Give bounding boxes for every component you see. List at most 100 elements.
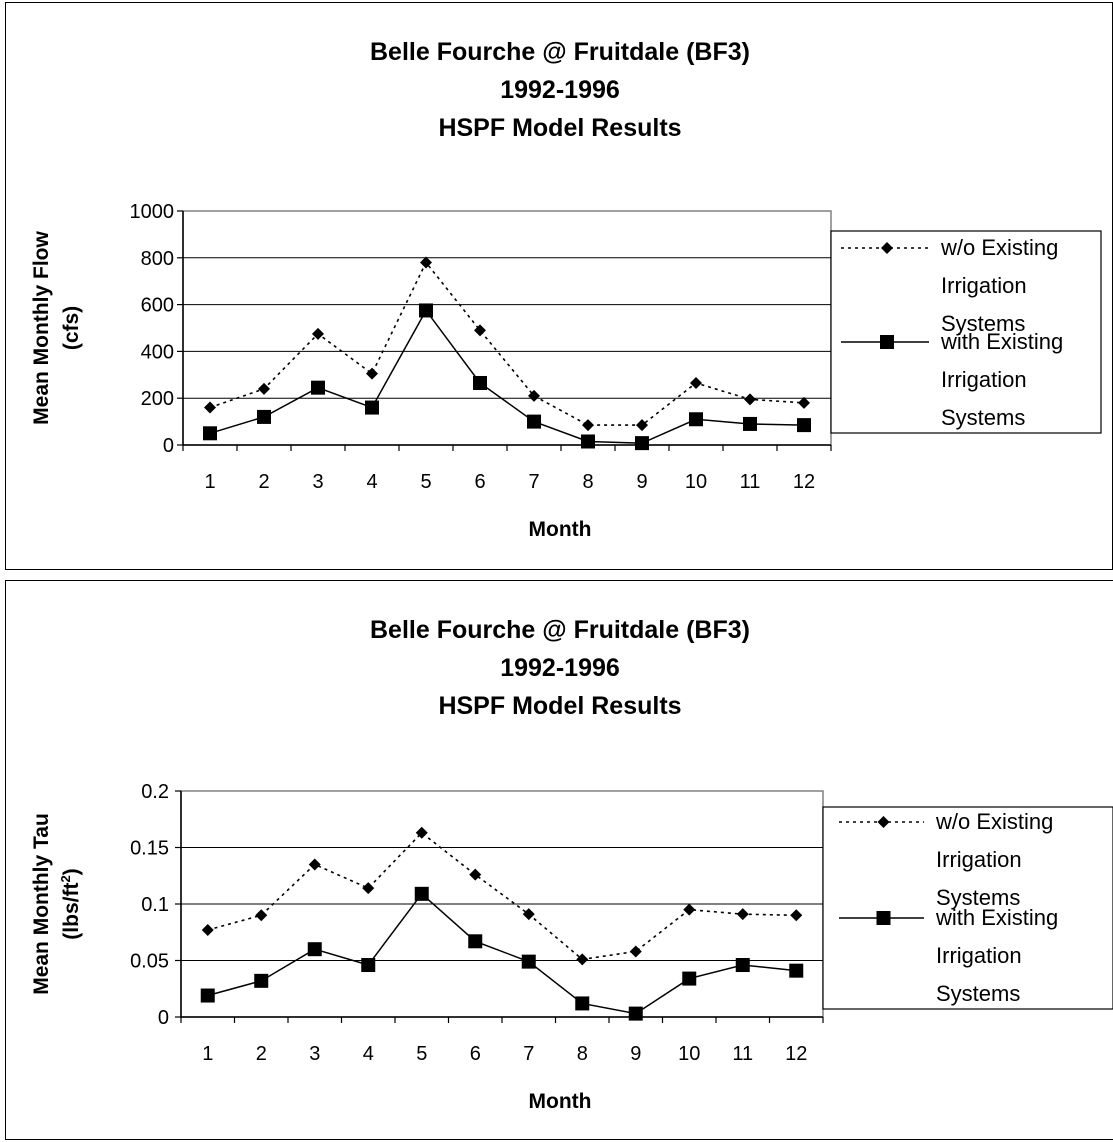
series-1-point [362, 882, 375, 895]
y-axis-unit-close: ) [60, 868, 83, 875]
series-2-point [689, 412, 703, 427]
legend-label: w/o Existing [935, 809, 1053, 834]
series-2-point [527, 414, 541, 429]
series-line-1 [209, 260, 805, 426]
series-2-point [635, 436, 649, 451]
legend-marker-2 [876, 911, 891, 925]
series-1-point [469, 868, 482, 881]
chart-title-line: 1992-1996 [500, 76, 620, 104]
plot-area [182, 210, 832, 446]
x-tick-label: 2 [256, 1043, 267, 1065]
series-2-point [628, 1006, 643, 1021]
y-tick-label: 0.2 [141, 781, 169, 803]
series-line-2 [207, 892, 797, 1015]
y-tick-label: 400 [141, 341, 174, 363]
series-line-1 [207, 831, 797, 961]
legend-label: with Existing [940, 329, 1063, 354]
chart-title-line: HSPF Model Results [438, 692, 681, 720]
legend-marker-1 [877, 816, 890, 828]
x-axis-title: Month [529, 518, 592, 541]
series-1-point [312, 327, 324, 340]
chart-title-line: Belle Fourche @ Fruitdale (BF3) [370, 38, 750, 66]
series-1-point [258, 382, 270, 395]
legend-label: Irrigation [936, 943, 1022, 968]
series-1-point [201, 923, 214, 936]
y-axis-unit: (cfs) [60, 306, 83, 350]
series-1-point [366, 367, 378, 380]
series-2-point [203, 426, 217, 441]
series-2-point [311, 380, 325, 395]
series-2-point [735, 958, 750, 973]
series-1-point [636, 419, 648, 432]
series-1-point [683, 903, 696, 916]
series-2-point [521, 954, 536, 969]
series-2-point [581, 434, 595, 449]
series-2-point [468, 934, 483, 949]
y-tick-label: 200 [141, 388, 174, 410]
x-tick-label: 5 [416, 1043, 427, 1065]
x-tick-label: 2 [258, 471, 269, 493]
x-tick-label: 12 [785, 1043, 807, 1065]
legend-label: Systems [941, 311, 1025, 336]
series-1-point [204, 401, 216, 414]
y-axis-title: Mean Monthly Flow [30, 231, 53, 425]
series-2-point [414, 886, 429, 901]
series-1-point [255, 909, 268, 922]
chart-title-line: 1992-1996 [500, 654, 620, 682]
x-tick-label: 8 [582, 471, 593, 493]
tau-chart: Belle Fourche @ Fruitdale (BF3) 1992-1996… [30, 616, 1113, 1113]
x-axis-title: Month [529, 1090, 592, 1113]
series-1-point [629, 945, 642, 958]
y-tick-label: 0.15 [130, 838, 169, 860]
chart-title-line: Belle Fourche @ Fruitdale (BF3) [370, 616, 750, 644]
series-2-point [200, 988, 215, 1003]
x-tick-label: 1 [202, 1043, 213, 1065]
x-tick-label: 11 [740, 471, 761, 493]
flow-chart-panel: Belle Fourche @ Fruitdale (BF3) 1992-1996… [5, 2, 1113, 570]
x-tick-label: 3 [309, 1043, 320, 1065]
y-axis-unit-superscript: 2 [58, 875, 73, 882]
x-tick-label: 7 [523, 1043, 534, 1065]
x-tick-label: 10 [685, 471, 707, 493]
series-2-point [365, 400, 379, 415]
legend-label: with Existing [935, 905, 1058, 930]
x-tick-label: 4 [363, 1043, 374, 1065]
x-tick-label: 1 [204, 471, 215, 493]
legend-label: Irrigation [936, 847, 1022, 872]
x-tick-label: 9 [636, 471, 647, 493]
y-tick-label: 1000 [130, 201, 175, 223]
series-2-point [575, 996, 590, 1011]
series-1-point [736, 908, 749, 921]
x-tick-label: 11 [732, 1043, 753, 1065]
x-tick-label: 6 [470, 1043, 481, 1065]
y-tick-label: 0 [158, 1007, 169, 1029]
legend-marker-2 [880, 335, 894, 349]
y-tick-label: 0.1 [141, 894, 169, 916]
legend-marker-1 [881, 242, 893, 254]
series-line-2 [209, 309, 805, 444]
legend-label: w/o Existing [940, 235, 1058, 260]
x-tick-label: 8 [577, 1043, 588, 1065]
series-1-point [798, 396, 810, 409]
y-axis-title: Mean Monthly Tau [30, 813, 53, 995]
series-1-point [474, 324, 486, 337]
series-1-point [522, 908, 535, 921]
series-1-point [576, 953, 589, 966]
series-1-point [582, 419, 594, 432]
series-2-point [361, 958, 376, 973]
legend-label: Systems [936, 981, 1020, 1006]
y-tick-label: 0 [163, 435, 174, 457]
chart-title-line: HSPF Model Results [438, 114, 681, 142]
legend-box [830, 230, 1102, 434]
y-tick-label: 0.05 [130, 951, 169, 973]
series-1-point [415, 826, 428, 839]
x-tick-label: 12 [793, 471, 815, 493]
x-tick-label: 10 [678, 1043, 700, 1065]
flow-chart: Belle Fourche @ Fruitdale (BF3) 1992-1996… [30, 38, 1102, 541]
series-2-point [307, 942, 322, 957]
series-1-point [420, 256, 432, 269]
series-2-point [789, 963, 804, 978]
series-2-point [419, 303, 433, 318]
legend-label: Systems [941, 405, 1025, 430]
x-tick-label: 3 [312, 471, 323, 493]
